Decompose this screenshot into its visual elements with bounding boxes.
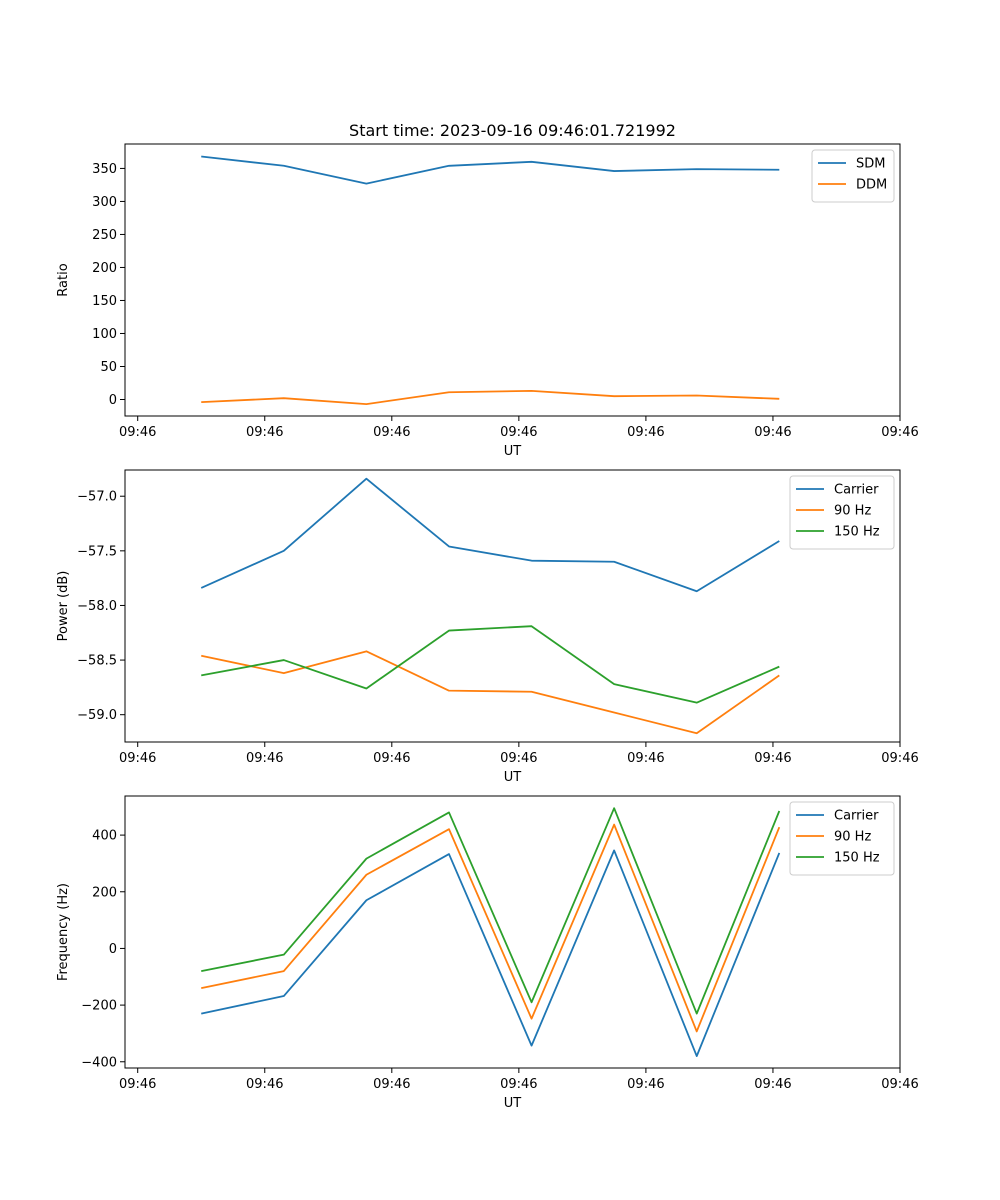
legend-label: 150 Hz	[834, 525, 880, 540]
x-tick-label: 09:46	[754, 425, 791, 440]
y-tick-label: −57.5	[77, 544, 117, 559]
y-tick-label: 200	[92, 885, 117, 900]
x-tick-label: 09:46	[246, 1077, 283, 1092]
y-axis-label: Frequency (Hz)	[56, 883, 71, 981]
y-tick-label: 250	[92, 228, 117, 243]
x-tick-label: 09:46	[373, 1077, 410, 1092]
x-tick-label: 09:46	[119, 425, 156, 440]
x-tick-label: 09:46	[500, 1077, 537, 1092]
y-tick-label: 150	[92, 294, 117, 309]
y-tick-label: −58.5	[77, 654, 117, 669]
y-tick-label: −400	[81, 1055, 117, 1070]
legend-label: Carrier	[834, 809, 879, 824]
series-line-90-hz	[201, 823, 781, 1033]
y-axis-label: Power (dB)	[56, 571, 71, 642]
y-tick-label: 300	[92, 195, 117, 210]
x-tick-label: 09:46	[246, 425, 283, 440]
legend: Carrier 90 Hz 150 Hz	[789, 801, 895, 876]
series-line-carrier	[201, 849, 781, 1057]
y-tick-label: −59.0	[77, 708, 117, 723]
series-line-ddm	[201, 390, 780, 406]
x-axis-label: UT	[504, 1096, 522, 1111]
x-axis-label: UT	[504, 770, 522, 785]
legend-label: 90 Hz	[834, 830, 871, 845]
series-line-carrier	[200, 477, 780, 593]
chart-panel-3: 09:46 09:46 09:46 09:46 09:46 09:46 09:46 400 20…	[56, 795, 919, 1111]
series-line-150-hz	[201, 807, 781, 1015]
plot-frame	[124, 143, 901, 417]
chart-panel-1: 09:46 09:46 09:46 09:46 09:46 09:46 09:46 0 50 10…	[56, 143, 919, 459]
y-tick-label: 0	[109, 393, 117, 408]
x-tick-label: 09:46	[627, 751, 664, 766]
legend-label: Carrier	[834, 483, 879, 498]
y-tick-label: 200	[92, 261, 117, 276]
legend: SDM DDM	[811, 149, 895, 203]
x-tick-label: 09:46	[500, 751, 537, 766]
x-tick-label: 09:46	[881, 751, 918, 766]
y-tick-label: 400	[92, 829, 117, 844]
y-tick-label: 50	[100, 360, 117, 375]
x-tick-label: 09:46	[119, 751, 156, 766]
legend: Carrier 90 Hz 150 Hz	[789, 475, 895, 550]
legend-label: 90 Hz	[834, 504, 871, 519]
plot-frame	[124, 795, 901, 1069]
x-tick-label: 09:46	[754, 1077, 791, 1092]
x-tick-label: 09:46	[373, 751, 410, 766]
panels: 09:46 09:46 09:46 09:46 09:46 09:46 09:46 0 50 10…	[56, 143, 919, 1111]
figure-title: Start time: 2023-09-16 09:46:01.721992	[349, 121, 676, 140]
x-tick-label: 09:46	[627, 1077, 664, 1092]
y-tick-label: −200	[81, 999, 117, 1014]
legend-label: DDM	[856, 178, 887, 193]
y-tick-label: −57.0	[77, 490, 117, 505]
y-tick-label: 350	[92, 162, 117, 177]
series-line-150-hz	[201, 625, 780, 704]
chart-panel-2: 09:46 09:46 09:46 09:46 09:46 09:46 09:46 −57.0…	[56, 469, 919, 785]
y-axis-label: Ratio	[56, 263, 71, 296]
x-tick-label: 09:46	[881, 1077, 918, 1092]
x-tick-label: 09:46	[246, 751, 283, 766]
y-tick-label: −58.0	[77, 599, 117, 614]
x-tick-label: 09:46	[119, 1077, 156, 1092]
series-line-sdm	[201, 155, 780, 185]
legend-label: 150 Hz	[834, 851, 880, 866]
y-tick-label: 100	[92, 327, 117, 342]
legend-label: SDM	[856, 157, 885, 172]
x-tick-label: 09:46	[500, 425, 537, 440]
x-tick-label: 09:46	[373, 425, 410, 440]
x-tick-label: 09:46	[881, 425, 918, 440]
x-tick-label: 09:46	[754, 751, 791, 766]
x-axis-label: UT	[504, 444, 522, 459]
x-tick-label: 09:46	[627, 425, 664, 440]
plot-frame	[124, 469, 901, 743]
y-tick-label: 0	[109, 942, 117, 957]
series-line-90-hz	[201, 650, 780, 735]
